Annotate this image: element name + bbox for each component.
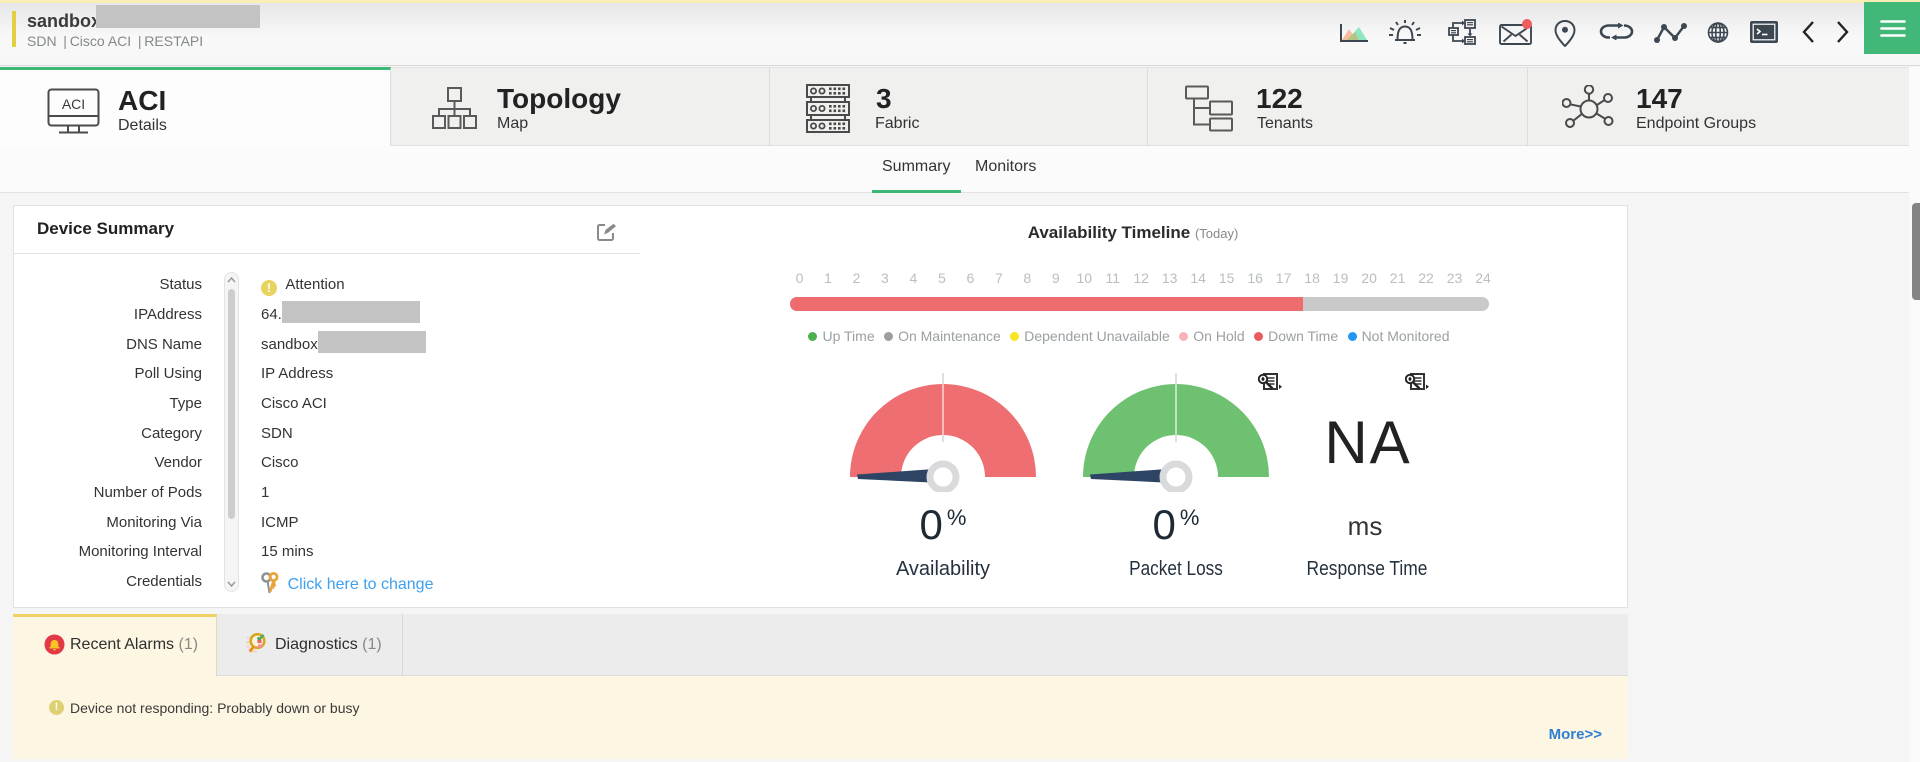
svg-text:ACI: ACI	[62, 96, 85, 112]
